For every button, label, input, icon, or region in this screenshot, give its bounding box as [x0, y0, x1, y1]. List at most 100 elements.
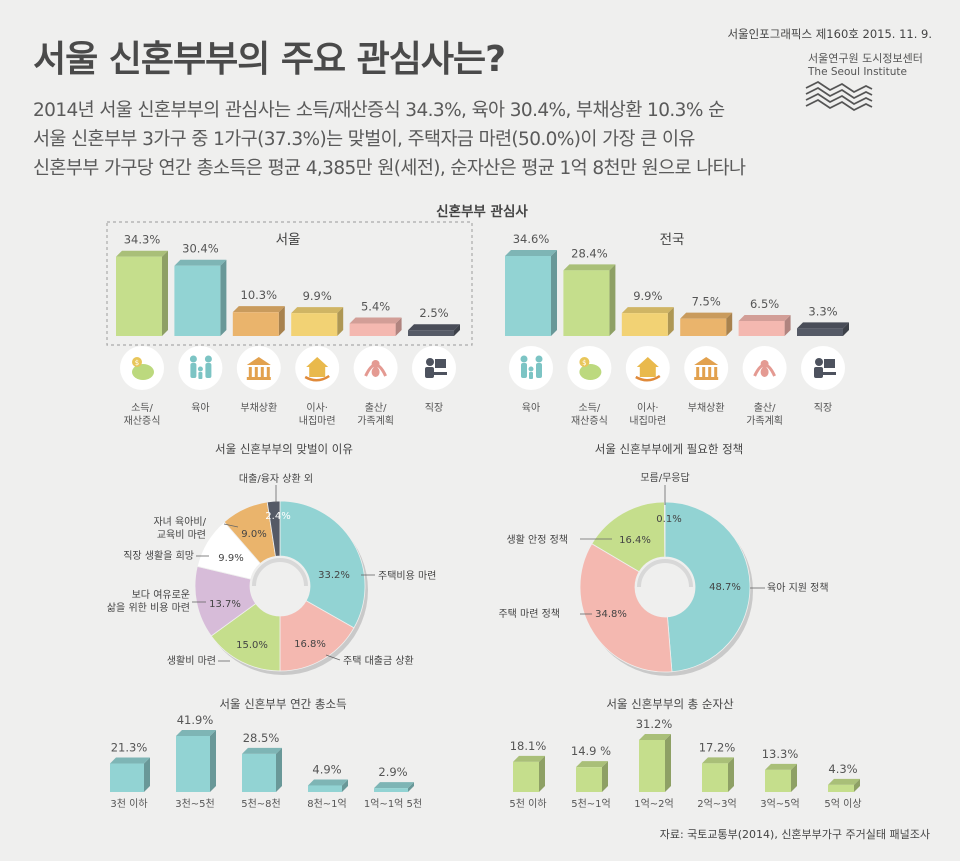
body	[425, 367, 434, 378]
category-label: 이사·	[306, 402, 328, 414]
data-label: 2.5%	[419, 306, 448, 320]
bar-top	[242, 747, 282, 754]
icon-circle	[684, 346, 729, 390]
slice-label: 주택비용 마련	[378, 570, 436, 582]
hand	[304, 374, 330, 382]
bank-icon	[236, 346, 281, 390]
bar-side	[854, 778, 860, 792]
bar-3천~5천	[176, 730, 216, 792]
slice-label: 교육비 마련	[157, 529, 206, 541]
page-title: 서울 신혼부부의 주요 관심사는?	[33, 39, 506, 80]
bar-side	[667, 307, 674, 336]
bar-side	[408, 782, 414, 792]
bar-front	[408, 330, 454, 336]
slice-label: 생활 안정 정책	[506, 533, 568, 546]
body	[198, 372, 203, 379]
bar-출산/가족계획	[738, 314, 791, 336]
slice-value: 16.8%	[294, 639, 326, 650]
category-label: 육아	[522, 402, 540, 414]
seoul-highlight-frame	[106, 221, 473, 346]
bar-1억~1억 5천	[374, 782, 414, 792]
bar-side	[665, 734, 671, 792]
chart-title: 서울 신혼부부에게 필요한 정책	[595, 442, 744, 456]
bar-5천 이하	[513, 755, 545, 792]
piggy-body	[579, 364, 602, 380]
bar-side	[539, 755, 545, 792]
data-label: 6.5%	[750, 297, 779, 311]
slice-value: 9.0%	[241, 529, 266, 540]
bank-icon	[684, 346, 729, 390]
subtitle-line-1: 2014년 서울 신혼부부의 관심사는 소득/재산증식 34.3%, 육아 30…	[33, 100, 725, 121]
family-icon	[178, 346, 223, 390]
bar-side	[784, 314, 791, 336]
bar-side	[791, 763, 797, 792]
source-note: 자료: 국토교통부(2014), 신혼부부가구 주거실태 패널조사	[659, 828, 930, 841]
bar-side	[278, 306, 285, 336]
baby-body	[371, 367, 380, 377]
bar-이사·내집마련	[291, 307, 344, 336]
slice-label: 대출/융자 상환 외	[239, 473, 313, 485]
slice-value: 15.0%	[236, 640, 268, 651]
subtitle-line-3: 신혼부부 가구당 연간 총소득은 평균 4,385만 원(세전), 순자산은 평…	[33, 158, 746, 179]
desk	[822, 372, 836, 375]
category-label: 내집마련	[299, 415, 336, 427]
family-icon	[509, 346, 553, 390]
coin	[579, 357, 590, 367]
bar-1억~2억	[639, 734, 671, 792]
bar-5억 이상	[828, 778, 860, 792]
category-label: 내집마련	[629, 415, 666, 427]
data-label: 34.3%	[124, 233, 161, 247]
bar-front	[232, 312, 279, 336]
bar-3천 이하	[110, 757, 150, 792]
baby-head	[371, 360, 380, 368]
bar-직장	[797, 322, 849, 336]
chart-title: 전국	[660, 232, 685, 248]
slice-value: 48.7%	[709, 582, 741, 593]
category-label: 이사·	[637, 402, 659, 414]
category-label: 육아	[191, 402, 209, 414]
donut-hole	[250, 556, 310, 616]
piggy-body	[132, 364, 154, 380]
bar-직장	[408, 324, 460, 336]
bar-front	[176, 736, 210, 792]
slice-label: 주택 마련 정책	[498, 608, 560, 620]
bar-front	[738, 320, 785, 336]
data-label: 5.4%	[361, 300, 390, 314]
roof	[694, 357, 719, 365]
wall	[309, 367, 326, 377]
bar-top	[505, 250, 557, 256]
hole-shade	[637, 559, 693, 588]
category-label: 가족계획	[746, 415, 783, 427]
bar-front	[639, 740, 665, 792]
bar-top	[374, 782, 414, 789]
data-label: 28.5%	[243, 731, 280, 745]
body	[814, 367, 823, 378]
bar-5천~8천	[242, 747, 282, 792]
chart-title: 서울	[276, 232, 301, 248]
bar-top	[563, 264, 616, 271]
bar-2억~3억	[702, 757, 734, 792]
bar-top	[308, 779, 348, 786]
coin-symbol: $	[582, 359, 586, 367]
bar-top	[232, 306, 285, 313]
bar-top	[639, 734, 671, 740]
icon-circle	[236, 346, 281, 390]
leader-line	[223, 523, 239, 528]
category-label: 소득/	[579, 402, 601, 414]
slice-value: 13.7%	[209, 599, 241, 610]
category-label: 8천~1억	[307, 798, 347, 810]
category-label: 재산증식	[124, 415, 161, 427]
column	[696, 367, 700, 377]
bar-5천~1억	[576, 761, 608, 792]
bar-8천~1억	[308, 779, 348, 792]
bar-front	[828, 784, 854, 792]
category-label: 부채상환	[688, 402, 725, 414]
bar-side	[454, 324, 460, 336]
section-title-interests: 신혼부부 관심사	[436, 203, 528, 220]
bar-front	[576, 767, 602, 792]
bar-side	[337, 307, 344, 336]
bar-top	[408, 324, 460, 331]
roof	[636, 357, 659, 367]
bar-top	[738, 314, 791, 321]
